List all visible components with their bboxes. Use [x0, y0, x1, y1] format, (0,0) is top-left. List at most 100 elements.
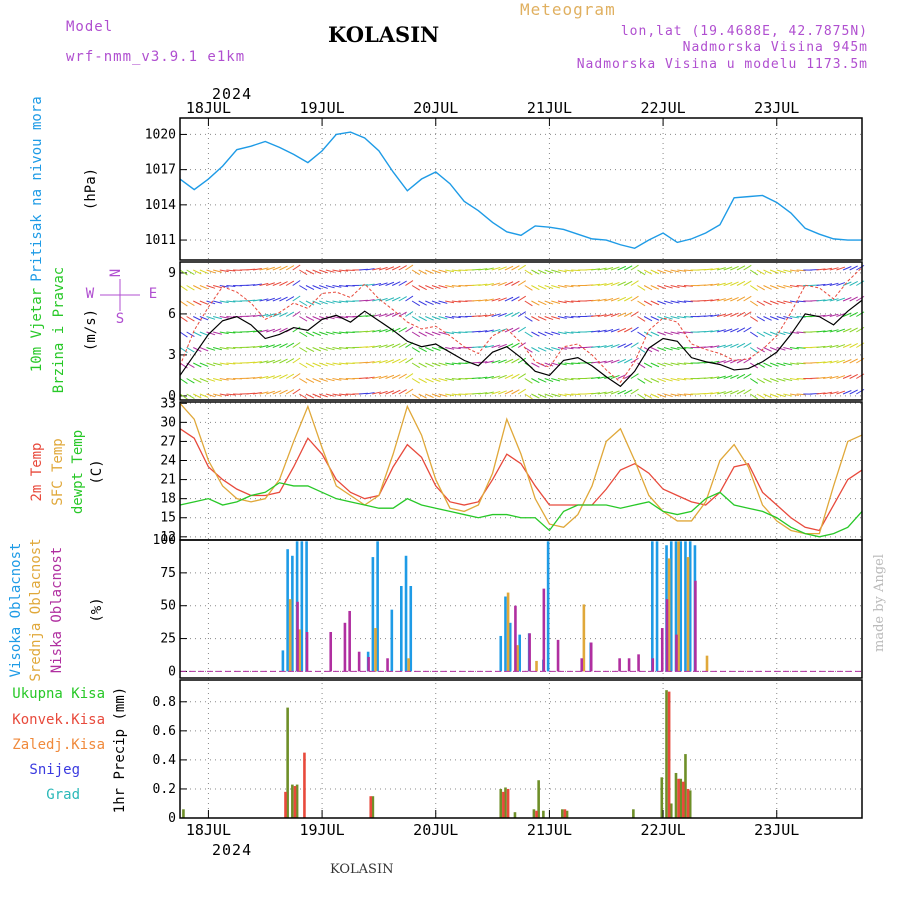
wind-barb — [358, 377, 369, 379]
wind-barb — [498, 312, 507, 317]
wind-barb — [591, 345, 601, 348]
cloud-bar — [582, 604, 586, 672]
wind-barb — [816, 361, 826, 364]
cloud-bar — [667, 558, 671, 672]
wind-barb — [279, 265, 288, 271]
wind-barb — [226, 300, 236, 303]
wind-barb — [683, 362, 693, 365]
wind-barb — [677, 269, 687, 272]
wind-barb — [610, 297, 620, 302]
wind-barb — [445, 316, 455, 319]
y-tick-label: 21 — [160, 473, 176, 488]
wind-barb — [504, 296, 514, 302]
wind-barb — [763, 269, 772, 275]
wind-barb — [597, 391, 607, 395]
wind-barb — [551, 316, 561, 320]
wind-barb — [358, 299, 369, 302]
wind-barb — [730, 374, 739, 379]
wind-barb — [531, 316, 540, 322]
wind-barb — [405, 357, 414, 364]
wind-barb — [710, 345, 720, 348]
wind-barb — [816, 299, 826, 302]
wind-barb — [252, 267, 262, 271]
wind-barb — [193, 316, 202, 321]
wind-barb — [710, 329, 720, 333]
wind-barb — [730, 265, 739, 271]
wind-barb — [445, 285, 455, 288]
wind-barb — [736, 389, 746, 395]
wind-barb — [391, 281, 401, 286]
wind-barb — [312, 316, 322, 321]
x-date-label-top: 23JUL — [754, 99, 799, 117]
wind-barb — [650, 393, 660, 399]
wind-barb — [484, 267, 494, 271]
wind-barb — [849, 342, 858, 348]
wind-barb — [730, 358, 739, 364]
cloud-bar — [281, 650, 285, 672]
wind-barb — [663, 331, 673, 336]
wind-barb — [299, 269, 308, 276]
wind-barb — [405, 373, 414, 379]
wind-barb — [219, 300, 229, 304]
wind-barb — [551, 300, 561, 304]
wind-barb — [624, 296, 633, 302]
cloud-bar — [305, 632, 309, 672]
wind-barb — [730, 327, 739, 333]
y-tick-label: 50 — [160, 599, 176, 614]
wind-barb — [385, 390, 395, 395]
wind-barb — [637, 285, 646, 291]
precip-bar — [535, 810, 538, 818]
wind-barb — [677, 393, 687, 396]
wind-barb — [650, 378, 660, 383]
wind-barb — [836, 282, 846, 286]
wind-barb — [531, 378, 540, 384]
wind-barb — [199, 316, 209, 321]
wind-barb — [179, 300, 188, 307]
compass-w: W — [86, 286, 95, 302]
wind-barb — [624, 265, 633, 271]
wind-barb — [571, 285, 581, 287]
precip-bar — [684, 754, 687, 818]
wind-barb — [557, 269, 567, 273]
precip-bar — [504, 787, 507, 818]
wind-barb — [285, 311, 295, 317]
wind-barb — [571, 378, 581, 380]
wind-barb — [491, 313, 501, 317]
wind-barb — [431, 300, 441, 305]
panel-frame — [179, 261, 863, 401]
cloud-bar — [409, 586, 413, 672]
y-tick-label: 27 — [160, 434, 176, 449]
precip-bar — [499, 788, 503, 818]
cloud-bar — [404, 555, 408, 672]
wind-barb — [544, 378, 554, 383]
wind-barb — [491, 266, 501, 271]
wind-barb — [246, 268, 256, 271]
wind-barb — [325, 269, 335, 273]
wind-barb — [517, 295, 527, 302]
wind-barb — [617, 327, 627, 333]
y-tick-label: 1014 — [145, 198, 176, 213]
wind-barb — [372, 298, 382, 302]
precip-bar — [660, 777, 664, 818]
wind-barb — [511, 311, 520, 317]
x-date-label-top: 18JUL — [186, 99, 231, 117]
cloud-bar — [343, 622, 347, 672]
wind-barb — [749, 316, 759, 322]
wind-barb — [749, 393, 759, 400]
wind-barb — [431, 347, 441, 351]
wind-barb — [491, 344, 501, 348]
wind-barb — [491, 282, 501, 286]
wind-barb — [537, 331, 547, 337]
precip-bar — [502, 791, 505, 818]
wind-barb — [657, 378, 666, 383]
precip-bar — [542, 810, 545, 818]
wind-barb — [385, 312, 395, 317]
wind-barb — [743, 326, 752, 333]
wind-barb — [511, 342, 520, 348]
wind-barb — [816, 268, 826, 271]
wind-barb — [650, 362, 660, 368]
wind-barb — [730, 389, 739, 395]
wind-barb — [643, 362, 653, 368]
precip-bar — [669, 803, 673, 818]
